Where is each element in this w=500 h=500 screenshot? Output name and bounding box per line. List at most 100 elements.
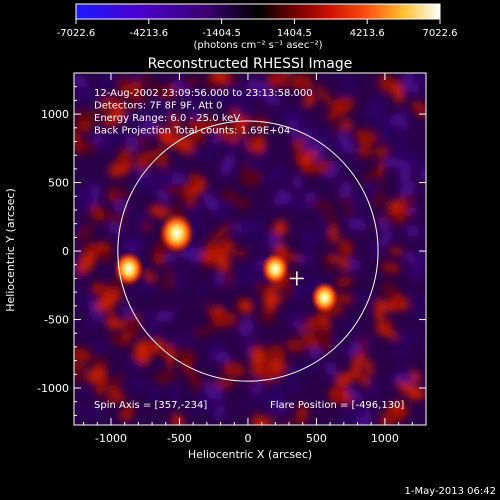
texture-blob bbox=[304, 256, 314, 268]
texture-blob bbox=[222, 137, 246, 152]
texture-blob bbox=[358, 135, 373, 147]
texture-blob bbox=[119, 84, 135, 97]
texture-blob bbox=[98, 250, 114, 262]
texture-blob bbox=[342, 81, 356, 95]
texture-blob bbox=[340, 293, 353, 305]
y-tick-label: -1000 bbox=[37, 382, 69, 395]
texture-blob bbox=[82, 140, 97, 154]
texture-blob bbox=[328, 253, 344, 264]
plot-frame bbox=[73, 72, 427, 426]
texture-blob bbox=[130, 117, 140, 131]
texture-blob bbox=[272, 192, 294, 206]
texture-blob bbox=[372, 193, 386, 206]
image-area bbox=[74, 73, 426, 425]
texture-blob bbox=[141, 269, 158, 282]
texture-blob bbox=[90, 204, 105, 222]
bright-source bbox=[113, 251, 145, 287]
texture-blob bbox=[84, 169, 100, 188]
texture-blob bbox=[85, 406, 104, 419]
texture-blob bbox=[103, 111, 121, 127]
colorbar-tick-label: 4213.6 bbox=[350, 28, 385, 39]
texture-blob bbox=[202, 90, 218, 104]
texture-blob bbox=[80, 321, 95, 331]
texture-blob bbox=[92, 355, 108, 370]
texture-blob bbox=[314, 215, 326, 239]
texture-blob bbox=[110, 374, 125, 383]
texture-blob bbox=[360, 371, 372, 380]
texture-blob bbox=[283, 419, 293, 425]
texture-blob bbox=[347, 404, 366, 418]
annotation-line: 12-Aug-2002 23:09:56.000 to 23:13:58.000 bbox=[94, 88, 313, 99]
texture-blob bbox=[291, 175, 303, 190]
texture-blob bbox=[338, 238, 354, 258]
texture-blob bbox=[344, 205, 355, 216]
texture-blob bbox=[331, 120, 342, 134]
chart-title: Reconstructed RHESSI Image bbox=[148, 56, 353, 72]
x-tick-label: 1000 bbox=[371, 432, 399, 445]
texture-blob bbox=[334, 276, 354, 287]
texture-blob bbox=[406, 333, 422, 345]
texture-blob bbox=[291, 285, 313, 302]
texture-blob bbox=[166, 343, 174, 370]
texture-blob bbox=[165, 332, 182, 347]
texture-blob bbox=[283, 283, 294, 299]
texture-blob bbox=[377, 216, 390, 232]
texture-blob bbox=[135, 151, 146, 171]
texture-blob bbox=[295, 117, 313, 125]
texture-blob bbox=[123, 317, 147, 332]
colorbar-tick-label: -7022.6 bbox=[57, 28, 96, 39]
texture-blob bbox=[411, 263, 426, 278]
texture-blob bbox=[285, 338, 305, 352]
texture-blob bbox=[220, 154, 236, 177]
footer-flare-position: Flare Position = [-496,130] bbox=[270, 400, 404, 411]
texture-blob bbox=[409, 73, 426, 86]
texture-blob bbox=[154, 147, 169, 169]
bright-source bbox=[158, 212, 195, 254]
colorbar-ticks: -7022.6 -4213.6 -1404.5 1404.5 4213.6 7022.6 bbox=[57, 19, 458, 39]
texture-blob bbox=[134, 346, 151, 365]
texture-blob bbox=[381, 124, 393, 134]
texture-blob bbox=[322, 213, 338, 223]
texture-blob bbox=[239, 299, 254, 314]
texture-blob bbox=[291, 200, 308, 208]
texture-blob bbox=[95, 382, 108, 396]
texture-blob bbox=[345, 387, 365, 402]
texture-blob bbox=[271, 111, 290, 119]
texture-blob bbox=[166, 251, 178, 263]
texture-blob bbox=[369, 95, 386, 113]
texture-blob bbox=[79, 119, 92, 133]
texture-blob bbox=[218, 235, 228, 257]
texture-blob bbox=[85, 366, 107, 383]
texture-blob bbox=[400, 120, 410, 132]
texture-blob bbox=[335, 372, 353, 386]
texture-blob bbox=[399, 159, 412, 184]
texture-blob bbox=[192, 138, 206, 147]
texture-blob bbox=[272, 219, 288, 237]
texture-blob bbox=[172, 346, 184, 361]
x-tick-label: -1000 bbox=[95, 432, 127, 445]
x-axis-label: Heliocentric X (arcsec) bbox=[188, 448, 312, 461]
texture-blob bbox=[411, 293, 426, 305]
texture-blob bbox=[234, 249, 248, 257]
texture-blob bbox=[272, 377, 283, 398]
texture-blob bbox=[309, 346, 324, 360]
texture-blob bbox=[97, 77, 111, 97]
texture-blob bbox=[151, 83, 167, 97]
texture-blob bbox=[376, 159, 385, 180]
texture-blob bbox=[411, 99, 426, 118]
texture-blob bbox=[401, 73, 414, 92]
y-tick-label: 1000 bbox=[41, 108, 69, 121]
texture-blob bbox=[148, 384, 157, 404]
texture-blob bbox=[349, 340, 363, 353]
texture-blob bbox=[341, 159, 358, 173]
texture-blob bbox=[391, 290, 403, 309]
annotation-line: Energy Range: 6.0 - 25.0 keV bbox=[94, 113, 240, 124]
texture-blob bbox=[203, 192, 219, 212]
texture-blob bbox=[266, 232, 280, 248]
texture-blob bbox=[99, 135, 115, 153]
texture-blob bbox=[116, 147, 133, 170]
texture-blob bbox=[269, 344, 286, 363]
bright-source bbox=[310, 281, 339, 314]
texture-blob bbox=[153, 370, 177, 384]
texture-blob bbox=[242, 145, 252, 162]
